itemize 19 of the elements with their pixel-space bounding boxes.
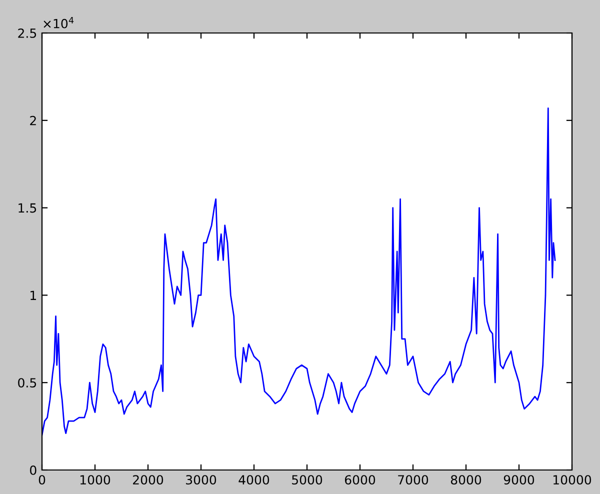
x-tick-label: 0 xyxy=(38,475,46,485)
x-tick-label: 2000 xyxy=(133,475,164,485)
y-tick-label: 0 xyxy=(30,465,36,475)
y-tick-label: 2 xyxy=(30,116,36,126)
x-tick-label: 1000 xyxy=(80,475,110,485)
x-tick-label: 4000 xyxy=(238,475,270,485)
x-tick-label: 5000 xyxy=(292,475,322,485)
x-tick-label: 6000 xyxy=(344,475,376,485)
y-tick-label: 1.5 xyxy=(18,203,36,213)
text: ×10$^{4}$ xyxy=(44,16,74,28)
x-tick-label: 7000 xyxy=(398,475,428,485)
x-tick-label: 10000 xyxy=(553,475,592,485)
x-tick-label: 8000 xyxy=(450,475,482,485)
line-series xyxy=(42,107,556,436)
x-tick-label: 3000 xyxy=(186,475,216,485)
y-tick-label: 1 xyxy=(30,290,36,300)
x-tick-label: 9000 xyxy=(504,475,534,485)
y-tick-label: 2.5 xyxy=(18,28,36,38)
y-tick-label: 0.5 xyxy=(18,378,36,388)
